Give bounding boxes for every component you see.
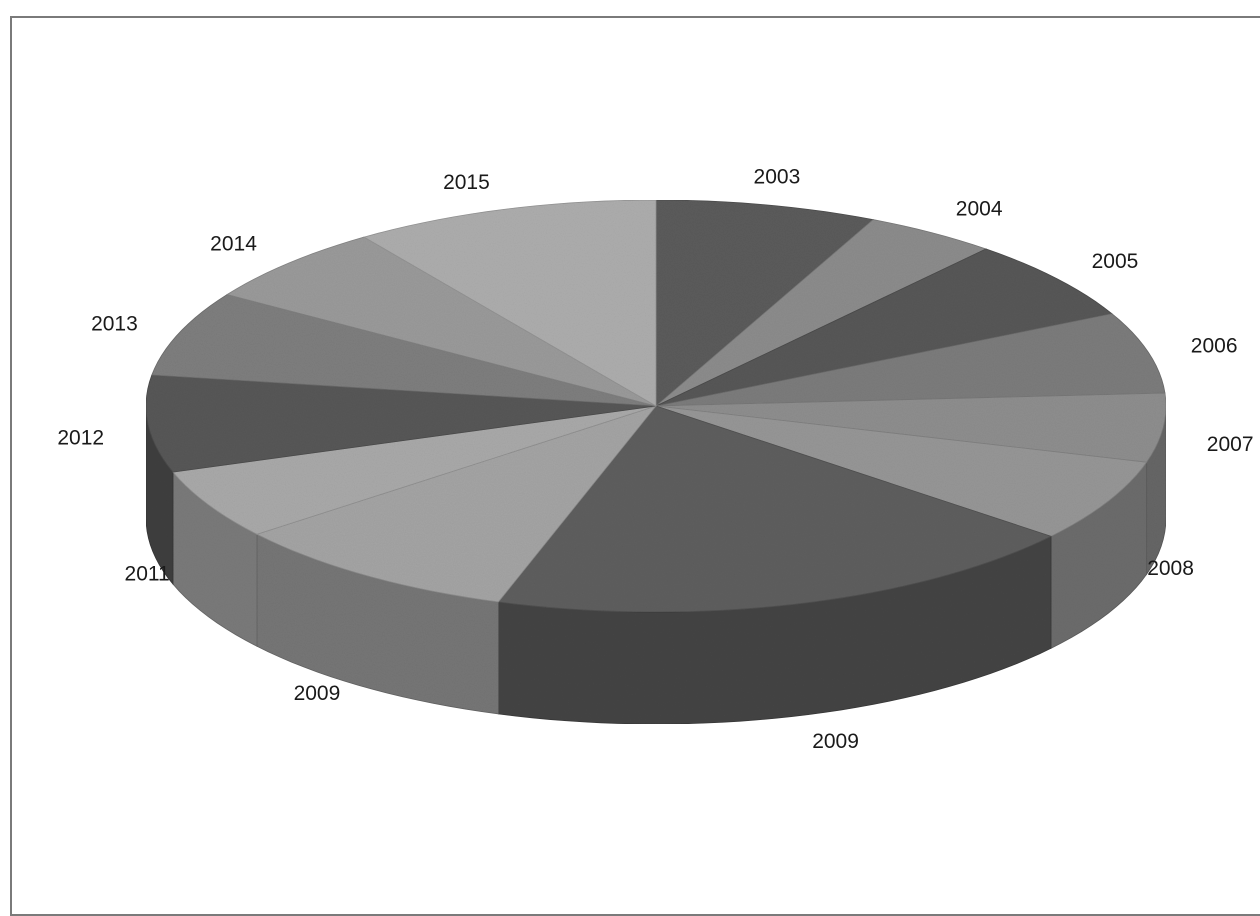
pie-slice-2012-9 [145, 374, 657, 473]
pie-slice-2015-12 [363, 199, 657, 407]
pie-slice-2006-3 [655, 313, 1166, 407]
pie-label-2015-12: 2015 [443, 171, 490, 194]
pie-slices [145, 199, 1167, 613]
pie-label-2014-11: 2014 [210, 232, 257, 255]
pie-slice-2007-4 [655, 392, 1167, 463]
pie-slice-2005-2 [655, 248, 1113, 407]
pie-label-2011-8: 2011 [125, 563, 170, 586]
pie-slice-2014-11 [226, 236, 657, 407]
pie-label-2013-10: 2013 [91, 313, 138, 336]
pie-label-2004-1: 2004 [956, 198, 1003, 221]
pie-label-2009-6: 2009 [812, 730, 859, 753]
pie-slice-2008-5 [655, 405, 1148, 537]
pie-label-2012-9: 2012 [57, 427, 104, 450]
pie-label-2006-3: 2006 [1191, 334, 1238, 357]
pie-slice-2009-7 [255, 405, 658, 603]
pie-label-2007-4: 2007 [1207, 433, 1254, 456]
pie-slice-2009-6 [497, 405, 1053, 613]
pie-slice-2011-8 [172, 405, 657, 535]
pie-label-2009-7: 2009 [294, 682, 341, 705]
pie-slice-2013-10 [151, 294, 657, 407]
pie-slice-2004-1 [655, 219, 988, 407]
pie-labels: 2003 2004 2005 2006 2007 2008 2009 2009 2011 2012… [57, 166, 1253, 753]
pie-sides [145, 405, 1167, 725]
pie-label-2008-5: 2008 [1147, 557, 1194, 580]
pie-label-2005-2: 2005 [1092, 250, 1139, 273]
pie-label-2003-0: 2003 [754, 166, 801, 189]
pie-slice-2003-0 [655, 199, 875, 407]
